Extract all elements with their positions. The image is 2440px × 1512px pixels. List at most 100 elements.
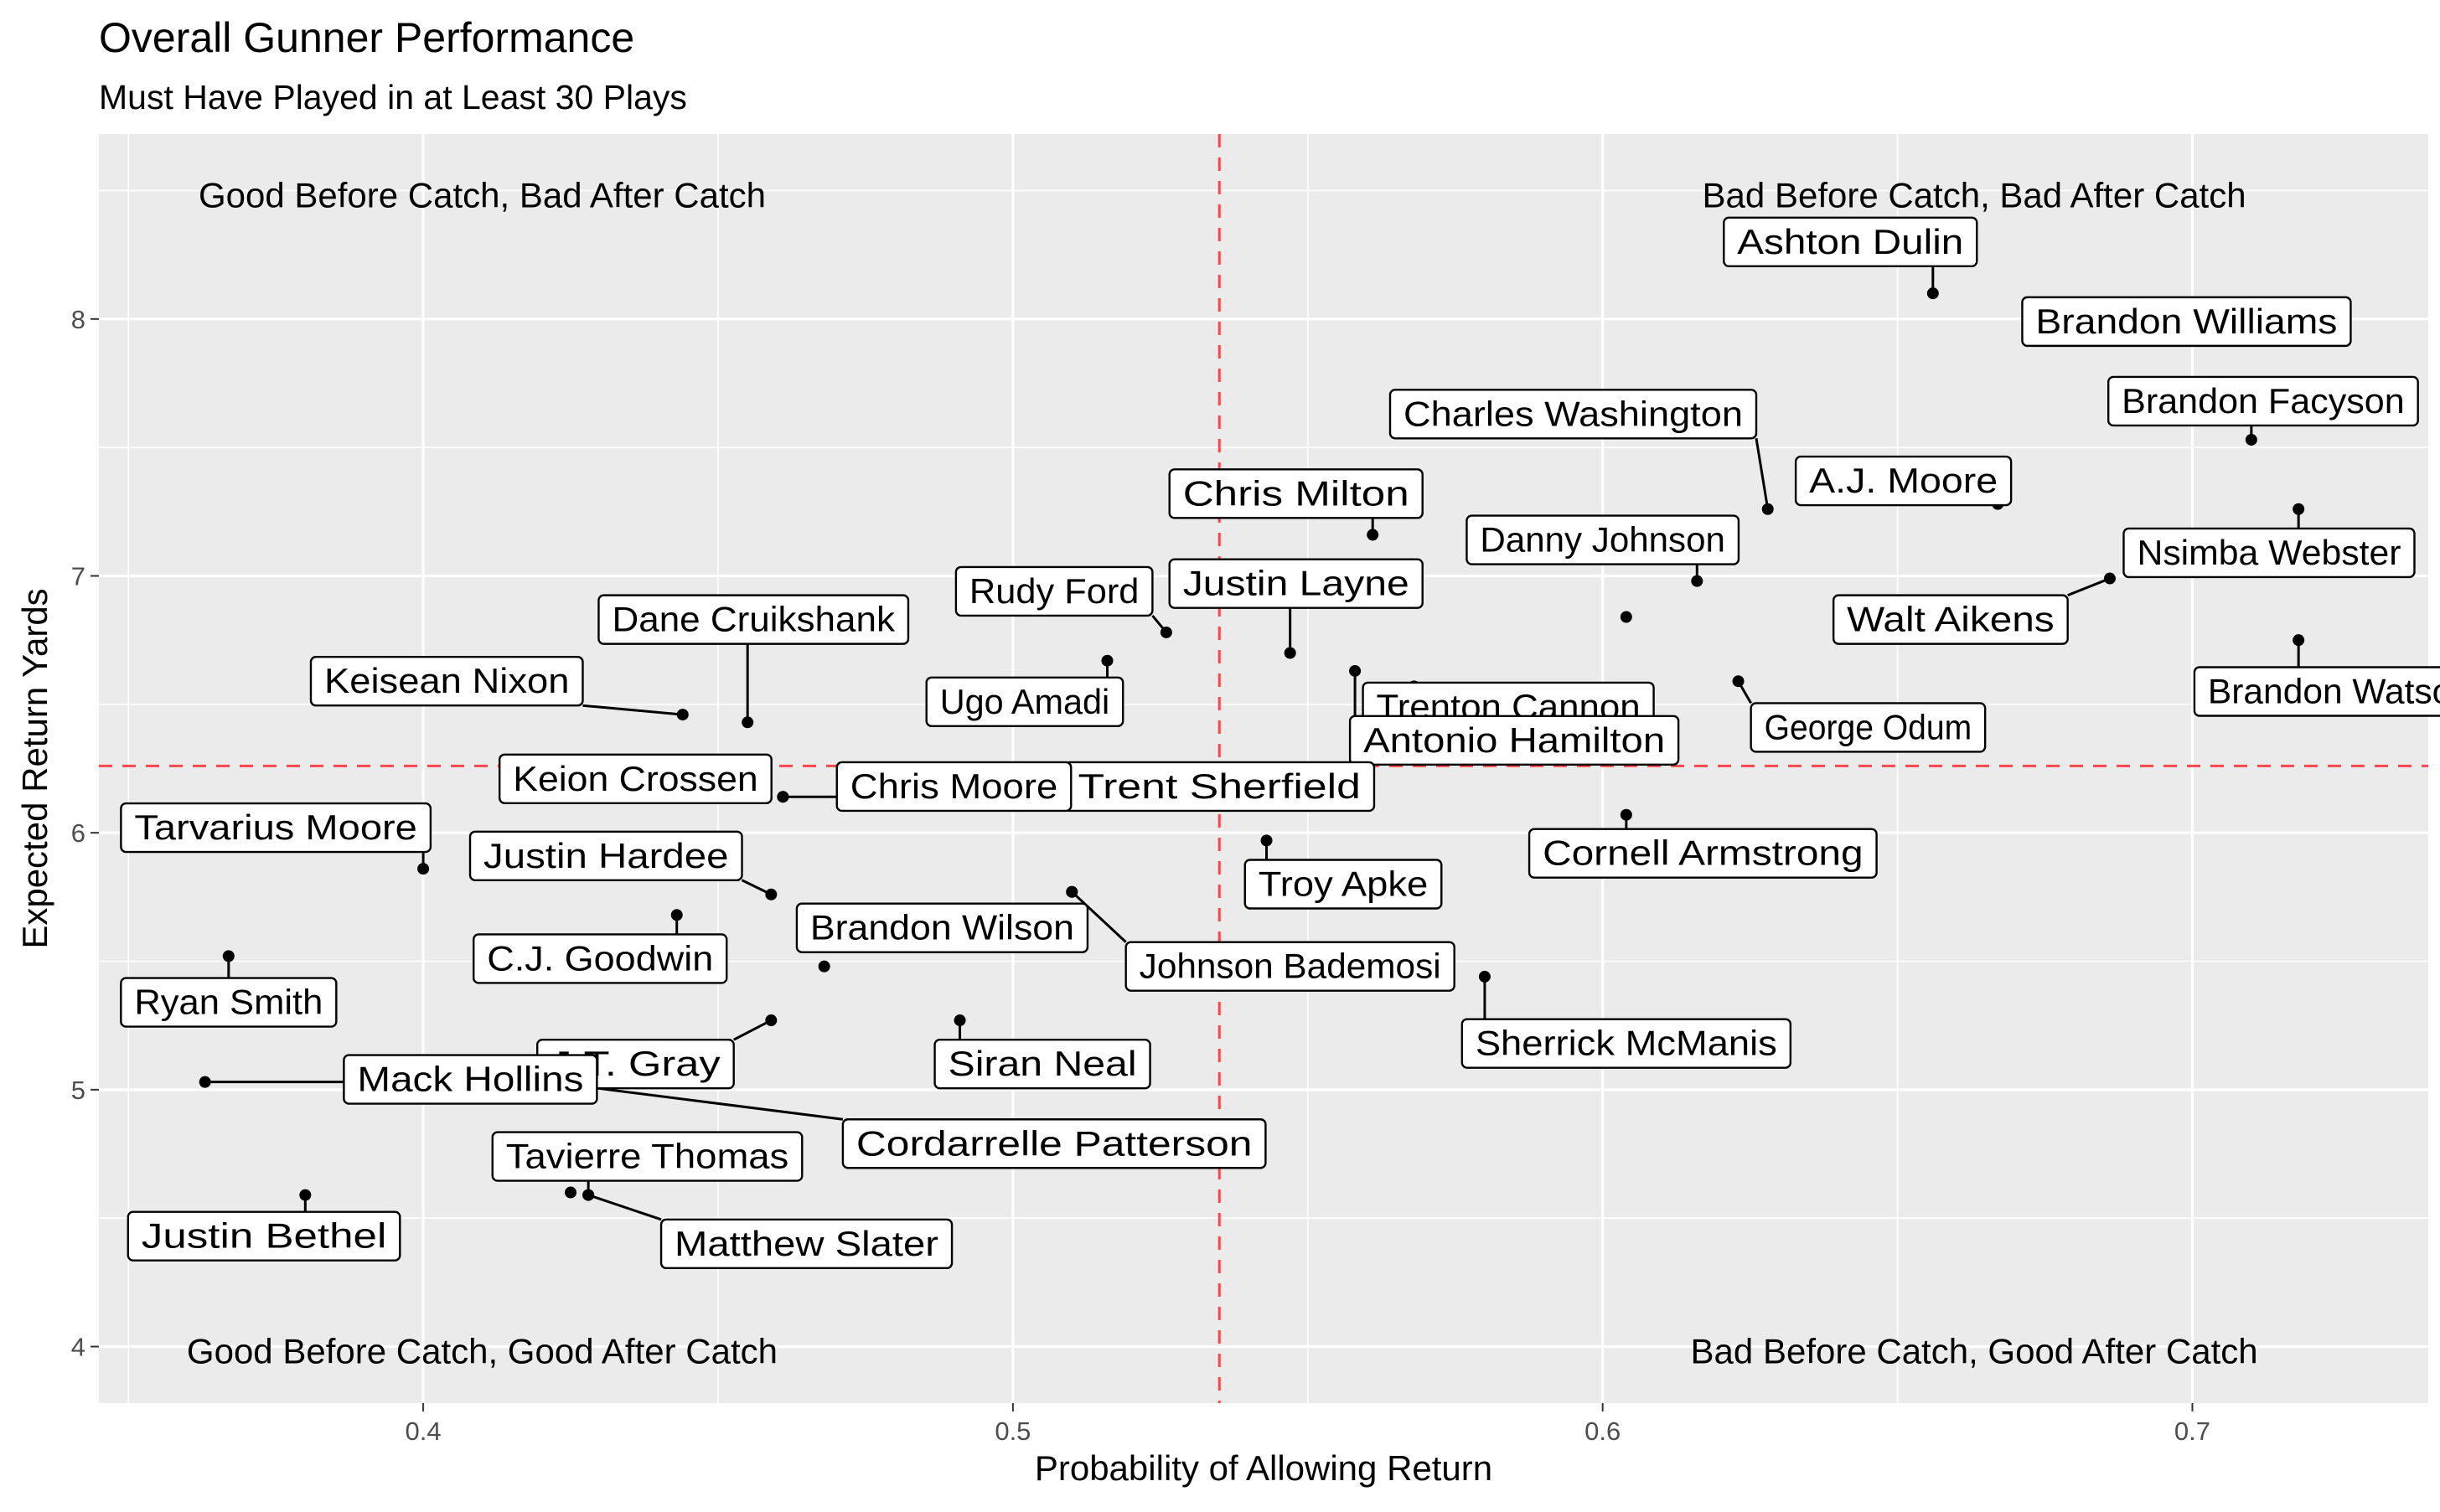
connector-keisean-nixon xyxy=(582,704,683,716)
label-dane-cruikshank: Dane Cruikshank xyxy=(597,594,910,645)
label-siran-neal: Siran Neal xyxy=(933,1038,1151,1090)
label-cornell-armstrong: Cornell Armstrong xyxy=(1528,828,1878,879)
label-box xyxy=(1124,941,1455,992)
label-text: Justin Bethel xyxy=(142,1216,387,1256)
label-matthew-slater: Matthew Slater xyxy=(659,1218,954,1270)
label-box xyxy=(2021,296,2352,348)
label-box xyxy=(2122,527,2416,579)
data-points xyxy=(199,287,2329,1201)
label-text: Dane Cruikshank xyxy=(612,600,896,639)
label-box xyxy=(659,1218,954,1270)
label-box xyxy=(1168,468,1424,519)
label-text: Tarvarius Moore xyxy=(134,808,417,847)
label-box xyxy=(1388,389,1758,440)
label-tarvarius-moore: Tarvarius Moore xyxy=(120,802,432,854)
point-chris-moore xyxy=(777,791,789,803)
label-connectors xyxy=(204,266,2300,1221)
label-tavierre-thomas: Tavierre Thomas xyxy=(491,1131,804,1182)
label-text: Brandon Facyson xyxy=(2122,381,2405,421)
label-charles-washington: Charles Washington xyxy=(1388,389,1758,440)
point-george-odum xyxy=(1732,675,1745,688)
label-sherrick-mcmanis: Sherrick McManis xyxy=(1460,1018,1792,1069)
point-rudy-ford xyxy=(1160,626,1172,638)
label-box xyxy=(1750,702,1987,753)
label-box xyxy=(499,753,773,804)
label-box xyxy=(1460,1018,1792,1069)
label-a-j-moore: A.J. Moore xyxy=(1794,455,2013,507)
label-text: Nsimba Webster xyxy=(2137,533,2401,572)
x-tick-label: 0.7 xyxy=(2174,1417,2210,1446)
label-brandon-watson: Brandon Watson xyxy=(2193,666,2440,717)
label-danny-johnson: Danny Johnson xyxy=(1466,514,1740,565)
point-labels: Ashton Dulin Brandon Williams Brandon Facy… xyxy=(120,216,2440,1270)
y-tick-label: 8 xyxy=(71,305,85,334)
label-text: Mack Hollins xyxy=(357,1060,583,1099)
label-text: Cornell Armstrong xyxy=(1543,833,1864,873)
chart-subtitle: Must Have Played in at Least 30 Plays xyxy=(99,78,687,116)
point-brandon-wilson-point xyxy=(818,960,830,973)
point-danny-johnson-point xyxy=(1620,611,1632,623)
label-brandon-williams: Brandon Williams xyxy=(2021,296,2352,348)
label-box xyxy=(795,902,1089,953)
point-trent-sherfield xyxy=(1349,664,1362,677)
connector-charles-washington xyxy=(1755,438,1770,509)
point-tarvarius-moore xyxy=(417,863,430,875)
label-text: Brandon Williams xyxy=(2035,302,2337,341)
label-box xyxy=(925,676,1124,727)
label-justin-bethel: Justin Bethel xyxy=(127,1210,401,1262)
point-ryan-smith xyxy=(222,950,235,962)
chart-title: Overall Gunner Performance xyxy=(99,14,634,61)
label-text: Chris Moore xyxy=(850,766,1058,806)
label-text: Danny Johnson xyxy=(1480,520,1725,560)
label-box xyxy=(2193,666,2440,717)
label-box xyxy=(1168,558,1424,609)
y-tick-label: 4 xyxy=(71,1333,85,1362)
label-box xyxy=(1794,455,2013,507)
point-justin-layne xyxy=(1284,647,1296,659)
point-justin-bethel xyxy=(299,1189,312,1201)
label-nsimba-webster: Nsimba Webster xyxy=(2122,527,2416,579)
point-brandon-watson xyxy=(2293,634,2305,647)
label-troy-apke: Troy Apke xyxy=(1243,859,1443,910)
connector-johnson-bademosi xyxy=(1071,890,1127,943)
label-text: Brandon Watson xyxy=(2208,671,2440,710)
point-keisean-nixon xyxy=(676,709,689,721)
connector-cordarrelle-patterson xyxy=(587,1086,844,1121)
label-box xyxy=(597,594,910,645)
label-ryan-smith: Ryan Smith xyxy=(120,977,338,1028)
point-troy-apke xyxy=(1260,834,1273,847)
label-chris-milton: Chris Milton xyxy=(1168,468,1424,519)
label-box xyxy=(841,1118,1267,1169)
label-brandon-facyson: Brandon Facyson xyxy=(2107,375,2419,427)
label-text: Trent Sherfield xyxy=(1078,766,1361,806)
label-box xyxy=(309,656,584,707)
label-george-odum: George Odum xyxy=(1750,702,1987,753)
label-text: Ashton Dulin xyxy=(1737,222,1963,261)
label-text: Siran Neal xyxy=(949,1044,1137,1083)
point-matthew-slater-point xyxy=(565,1186,577,1199)
label-box xyxy=(2107,375,2419,427)
point-danny-johnson xyxy=(1691,575,1703,587)
label-text: Charles Washington xyxy=(1404,394,1743,433)
label-box xyxy=(1348,715,1680,766)
point-ugo-amadi xyxy=(1101,654,1114,667)
label-text: Keion Crossen xyxy=(513,759,758,798)
label-text: Johnson Bademosi xyxy=(1140,947,1441,986)
label-box xyxy=(1528,828,1878,879)
connector-walt-aikens xyxy=(2067,577,2111,597)
label-text: Keisean Nixon xyxy=(324,661,570,700)
label-text: Rudy Ford xyxy=(969,571,1140,611)
point-mack-hollins xyxy=(199,1076,211,1088)
y-tick-label: 7 xyxy=(71,561,85,591)
label-text: A.J. Moore xyxy=(1809,461,1998,500)
label-box xyxy=(933,1038,1151,1090)
connector-matthew-slater xyxy=(587,1194,662,1221)
label-chris-moore: Chris Moore xyxy=(835,761,1073,813)
label-box xyxy=(491,1131,804,1182)
label-text: Justin Hardee xyxy=(483,836,729,875)
point-dane-cruikshank xyxy=(742,716,754,729)
label-cordarrelle-patterson: Cordarrelle Patterson xyxy=(841,1118,1267,1169)
point-nsimba-webster xyxy=(2293,503,2305,515)
label-box xyxy=(468,830,743,881)
